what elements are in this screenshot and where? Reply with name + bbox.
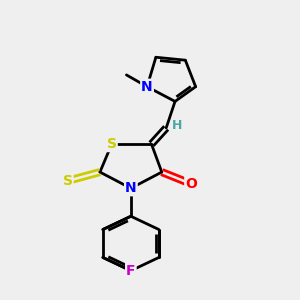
- Text: S: S: [63, 174, 73, 188]
- Text: F: F: [126, 264, 136, 278]
- Text: H: H: [172, 119, 183, 132]
- Text: S: S: [107, 137, 117, 151]
- Text: N: N: [141, 80, 153, 94]
- Text: O: O: [185, 177, 197, 191]
- Text: N: N: [125, 181, 137, 195]
